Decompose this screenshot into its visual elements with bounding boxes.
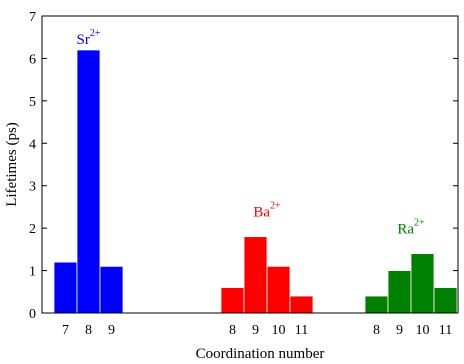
y-tick-label: 2 (29, 222, 36, 237)
x-tick-label: 9 (396, 323, 403, 338)
bar-ba-cn-8 (220, 287, 245, 314)
ion-charge: 2+ (90, 28, 101, 39)
ion-label-sr: Sr2+ (77, 28, 101, 48)
ion-symbol: Ra (397, 222, 414, 238)
bar-ra-cn-10 (410, 253, 435, 314)
bar-sr-cn-9 (99, 265, 124, 314)
x-tick-label: 9 (108, 323, 115, 338)
x-tick-label: 11 (295, 323, 308, 338)
x-tick-label: 10 (272, 323, 286, 338)
bar-ba-cn-10 (266, 265, 291, 314)
ion-label-ba: Ba2+ (253, 201, 281, 221)
ion-labels: Sr2+Ba2+Ra2+ (77, 28, 426, 238)
bar-ba-cn-11 (289, 295, 314, 314)
x-tick-label: 11 (439, 323, 452, 338)
ion-charge: 2+ (270, 201, 281, 212)
ion-symbol: Sr (77, 32, 90, 48)
ion-label-ra: Ra2+ (397, 218, 425, 238)
bar-ba-cn-9 (243, 236, 268, 314)
y-tick-label: 6 (29, 52, 36, 67)
ion-symbol: Ba (253, 205, 270, 221)
x-tick-label: 8 (373, 323, 380, 338)
x-tick-label: 8 (229, 323, 236, 338)
bar-sr-cn-8 (76, 49, 101, 314)
y-tick-label: 1 (29, 265, 36, 280)
x-axis-title: Coordination number (196, 346, 325, 362)
y-tick-label: 4 (29, 137, 36, 152)
y-tick-label: 7 (29, 10, 36, 25)
y-tick-label: 0 (29, 307, 36, 322)
bar-ra-cn-8 (364, 295, 389, 314)
bar-sr-cn-7 (53, 261, 78, 314)
x-tick-label: 8 (85, 323, 92, 338)
bar-ra-cn-11 (433, 287, 458, 314)
ion-charge: 2+ (414, 218, 425, 229)
bar-ra-cn-9 (387, 270, 412, 314)
y-tick-label: 5 (29, 95, 36, 110)
plot-frame (41, 15, 459, 314)
bars-layer (53, 49, 458, 314)
y-tick-label: 3 (29, 180, 36, 195)
x-tick-label: 9 (252, 323, 259, 338)
y-axis: 0 1 2 3 4 5 6 7 (29, 10, 458, 322)
x-tick-label: 10 (416, 323, 430, 338)
y-axis-title: Lifetimes (ps) (4, 122, 20, 207)
x-axis: 7 8 9 8 9 10 11 8 9 10 11 (62, 323, 452, 338)
x-tick-label: 7 (62, 323, 69, 338)
